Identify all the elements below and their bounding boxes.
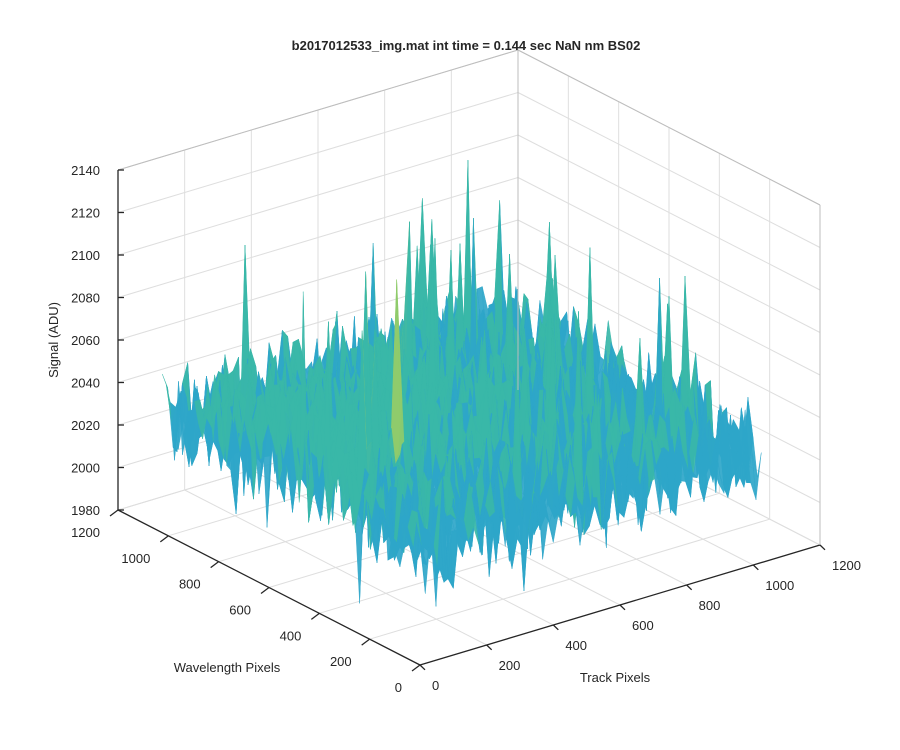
- x-tick-label: 800: [699, 598, 721, 613]
- z-tick-label: 2100: [71, 248, 100, 263]
- surface-plot: [162, 160, 762, 607]
- y-tick-mark: [411, 664, 421, 672]
- grid-line-backwall-z: [117, 134, 519, 256]
- x-tick-label: 600: [632, 618, 654, 633]
- grid-line-backwall-z: [117, 219, 519, 341]
- y-tick-label: 0: [395, 680, 402, 695]
- y-tick-mark: [210, 561, 220, 569]
- z-tick-label: 2140: [71, 163, 100, 178]
- grid-line-backwall-z: [117, 92, 519, 213]
- z-tick-label: 1980: [71, 503, 100, 518]
- y-tick-mark: [159, 535, 169, 543]
- x-tick-label: 400: [565, 638, 587, 653]
- y-tick-mark: [109, 509, 119, 517]
- x-tick-mark: [752, 564, 759, 571]
- y-axis-label: Wavelength Pixels: [174, 660, 281, 675]
- y-tick-label: 1000: [121, 551, 150, 566]
- x-tick-mark: [619, 604, 626, 611]
- z-tick-label: 2020: [71, 418, 100, 433]
- grid-line-backwall-z: [117, 177, 519, 298]
- y-tick-label: 200: [330, 654, 352, 669]
- y-tick-mark: [260, 586, 270, 595]
- y-tick-label: 1200: [71, 525, 100, 540]
- chart-title: b2017012533_img.mat int time = 0.144 sec…: [292, 38, 641, 53]
- tick-labels: 0 200 400 600 800 1000 1200 0 200 400 600 800 1000 12…: [71, 163, 861, 695]
- box-edge-top-back: [117, 49, 519, 171]
- box-edge-top-side: [517, 49, 821, 206]
- surface-patch: [415, 522, 426, 594]
- x-tick-label: 200: [499, 658, 521, 673]
- x-tick-mark: [419, 664, 426, 671]
- axes-box: [109, 49, 826, 672]
- z-tick-label: 2060: [71, 333, 100, 348]
- z-axis-label: Signal (ADU): [46, 302, 61, 378]
- y-tick-label: 600: [229, 603, 251, 618]
- grid-line-sidewall-z: [517, 134, 821, 291]
- x-axis-label: Track Pixels: [580, 670, 651, 685]
- z-tick-label: 2080: [71, 291, 100, 306]
- x-tick-mark: [486, 644, 493, 651]
- x-tick-mark: [686, 584, 693, 591]
- x-tick-label: 0: [432, 678, 439, 693]
- x-tick-mark: [552, 624, 559, 631]
- x-tick-label: 1000: [765, 578, 794, 593]
- grid-line-sidewall-z: [517, 92, 821, 248]
- y-tick-mark: [310, 612, 320, 620]
- z-tick-label: 2120: [71, 206, 100, 221]
- z-tick-label: 2000: [71, 461, 100, 476]
- z-tick-label: 2040: [71, 376, 100, 391]
- grid-line-sidewall-z: [517, 177, 821, 333]
- y-tick-mark: [361, 638, 371, 646]
- grid-line-floor-y: [319, 492, 720, 614]
- y-tick-label: 800: [179, 577, 201, 592]
- x-tick-mark: [819, 544, 826, 551]
- y-tick-label: 400: [280, 628, 302, 643]
- grid-line-floor-y: [369, 518, 770, 640]
- x-tick-label: 1200: [832, 558, 861, 573]
